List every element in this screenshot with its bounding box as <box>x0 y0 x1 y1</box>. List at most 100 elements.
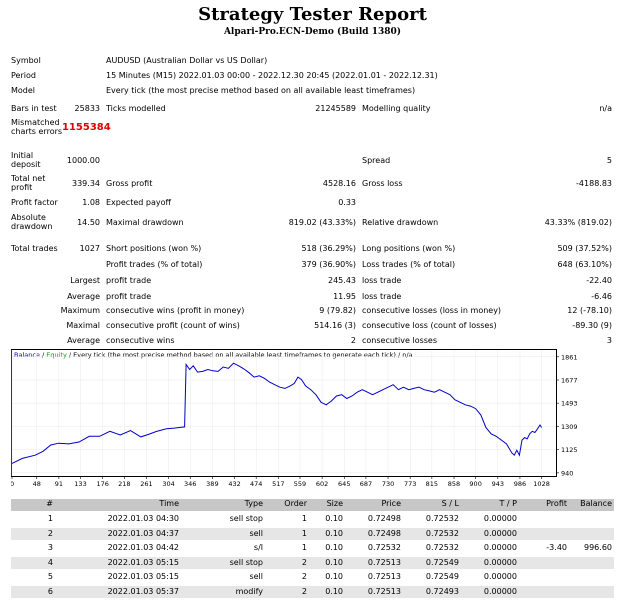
mismatch-value: 1155384 <box>62 122 111 133</box>
relative-drawdown-value: 43.33% (819.02) <box>544 218 612 227</box>
x-tick-label: 346 <box>184 480 196 488</box>
long-positions-value: 509 (37.52%) <box>557 244 612 253</box>
x-tick-label: 218 <box>118 480 130 488</box>
maximal-drawdown-value: 819.02 (43.33%) <box>288 218 356 227</box>
x-tick-label: 773 <box>404 480 416 488</box>
table-row: 4 2022.01.03 05:15 sell stop 2 0.10 0.72513 0.… <box>11 556 614 569</box>
cell-type: sell stop <box>229 514 263 523</box>
period-label: Period <box>11 71 36 80</box>
header-number: # <box>46 499 53 508</box>
spread-label: Spread <box>362 156 391 165</box>
cell-sl: 0.72549 <box>425 557 459 567</box>
average-loss-value: -6.46 <box>591 292 612 301</box>
mismatch-label-2: charts errors <box>11 127 63 136</box>
header-type: Type <box>244 499 263 508</box>
short-positions-label: Short positions (won %) <box>106 244 202 253</box>
largest-loss-label: loss trade <box>362 276 402 285</box>
average-consecutive-row: Average consecutive wins 2 consecutive l… <box>0 335 625 347</box>
quality-label: Modelling quality <box>362 104 431 113</box>
profit-loss-trades-row: Profit trades (% of total) 379 (36.90%) … <box>0 259 625 271</box>
period-row: Period 15 Minutes (M15) 2022.01.03 00:00… <box>0 70 625 82</box>
cell-size: 0.10 <box>325 557 343 567</box>
x-tick-label: 304 <box>162 480 174 488</box>
x-tick-label: 645 <box>338 480 350 488</box>
average-profit-label: profit trade <box>106 292 152 301</box>
deposit-value: 1000.00 <box>66 156 100 165</box>
maximal-row: Maximal consecutive profit (count of win… <box>0 320 625 332</box>
mismatch-label-1: Mismatched <box>11 118 60 127</box>
y-tick-label: 1861 <box>561 353 578 361</box>
cell-sl: 0.72549 <box>425 572 459 581</box>
bars-value: 25833 <box>74 104 100 113</box>
x-tick-label: 986 <box>514 480 526 488</box>
cell-price: 0.72513 <box>367 557 401 567</box>
table-row: 3 2022.01.03 04:42 s/l 1 0.10 0.72532 0.72532 0… <box>11 542 614 554</box>
expected-payoff-label: Expected payoff <box>106 198 171 207</box>
cell-price: 0.72513 <box>367 572 401 581</box>
net-profit-value: 339.34 <box>72 179 100 188</box>
x-tick-label: 559 <box>294 480 306 488</box>
chart-frame <box>11 349 557 477</box>
x-tick-label: 815 <box>426 480 438 488</box>
long-positions-label: Long positions (won %) <box>362 244 456 253</box>
trades-row: Total trades 1027 Short positions (won %… <box>0 243 625 255</box>
x-tick-label: 0 <box>11 480 14 488</box>
cell-sl: 0.72532 <box>425 543 459 552</box>
legend-description: / Every tick (the most precise method ba… <box>67 351 413 359</box>
period-value: 15 Minutes (M15) 2022.01.03 00:00 - 2022… <box>106 71 438 80</box>
model-label: Model <box>11 86 36 95</box>
net-profit-row: Total net profit 339.34 Gross profit 452… <box>0 174 625 194</box>
avg-consecutive-wins-label: consecutive wins <box>106 336 175 345</box>
trades-table-header: # Time Type Order Size Price S / L T / P… <box>11 499 614 511</box>
relative-drawdown-label: Relative drawdown <box>362 218 439 227</box>
bars-label: Bars in test <box>11 104 57 113</box>
cell-price: 0.72513 <box>367 586 401 596</box>
x-tick-label: 687 <box>360 480 372 488</box>
symbol-value: AUDUSD (Australian Dollar vs US Dollar) <box>106 56 268 65</box>
header-profit: Profit <box>546 499 567 508</box>
x-tick-label: 432 <box>228 480 240 488</box>
y-tick-label: 1493 <box>561 400 578 408</box>
largest-profit-value: 245.43 <box>328 276 356 285</box>
cell-type: sell <box>249 528 263 538</box>
maximal-consecutive-profit-value: 514.16 (3) <box>314 321 356 330</box>
x-tick-label: 858 <box>448 480 460 488</box>
profit-factor-label: Profit factor <box>11 198 58 207</box>
cell-time: 2022.01.03 04:37 <box>107 528 179 538</box>
maximal-consecutive-loss-value: -89.30 (9) <box>572 321 612 330</box>
gross-loss-label: Gross loss <box>362 179 403 188</box>
maximal-label: Maximal <box>66 321 100 330</box>
report-subtitle: Alpari-Pro.ECN-Demo (Build 1380) <box>223 27 402 37</box>
deposit-row: Initial deposit 1000.00 Spread 5 <box>0 151 625 171</box>
y-tick-label: 940 <box>561 469 573 477</box>
profit-trades-value: 379 (36.90%) <box>301 260 356 269</box>
largest-profit-label: profit trade <box>106 276 152 285</box>
table-row: 1 2022.01.03 04:30 sell stop 1 0.10 0.72498 0.… <box>11 513 614 525</box>
maximum-label: Maximum <box>60 306 100 315</box>
total-trades-value: 1027 <box>79 244 100 253</box>
x-tick-label: 133 <box>74 480 86 488</box>
maximum-row: Maximum consecutive wins (profit in mone… <box>0 305 625 317</box>
spread-value: 5 <box>606 156 612 165</box>
cell-number: 2 <box>47 528 53 538</box>
header-size: Size <box>326 499 343 508</box>
largest-loss-value: -22.40 <box>586 276 612 285</box>
cell-type: modify <box>235 586 263 596</box>
header-sl: S / L <box>441 499 459 508</box>
header-balance: Balance <box>580 499 612 508</box>
cell-time: 2022.01.03 05:37 <box>107 586 179 596</box>
cell-tp: 0.00000 <box>483 528 517 538</box>
max-consecutive-wins-value: 9 (79.82) <box>319 306 356 315</box>
quality-value: n/a <box>599 104 612 113</box>
gross-loss-value: -4188.83 <box>576 179 612 188</box>
avg-consecutive-losses-label: consecutive losses <box>362 336 438 345</box>
loss-trades-label: Loss trades (% of total) <box>362 260 456 269</box>
x-tick-label: 730 <box>382 480 394 488</box>
cell-type: sell <box>249 572 263 581</box>
absolute-drawdown-value: 14.50 <box>77 218 100 227</box>
average-consecutive-label: Average <box>67 336 100 345</box>
y-tick-label: 1125 <box>561 446 578 454</box>
x-tick-label: 602 <box>316 480 328 488</box>
ticks-label: Ticks modelled <box>106 104 166 113</box>
net-profit-label-1: Total net <box>11 174 46 183</box>
